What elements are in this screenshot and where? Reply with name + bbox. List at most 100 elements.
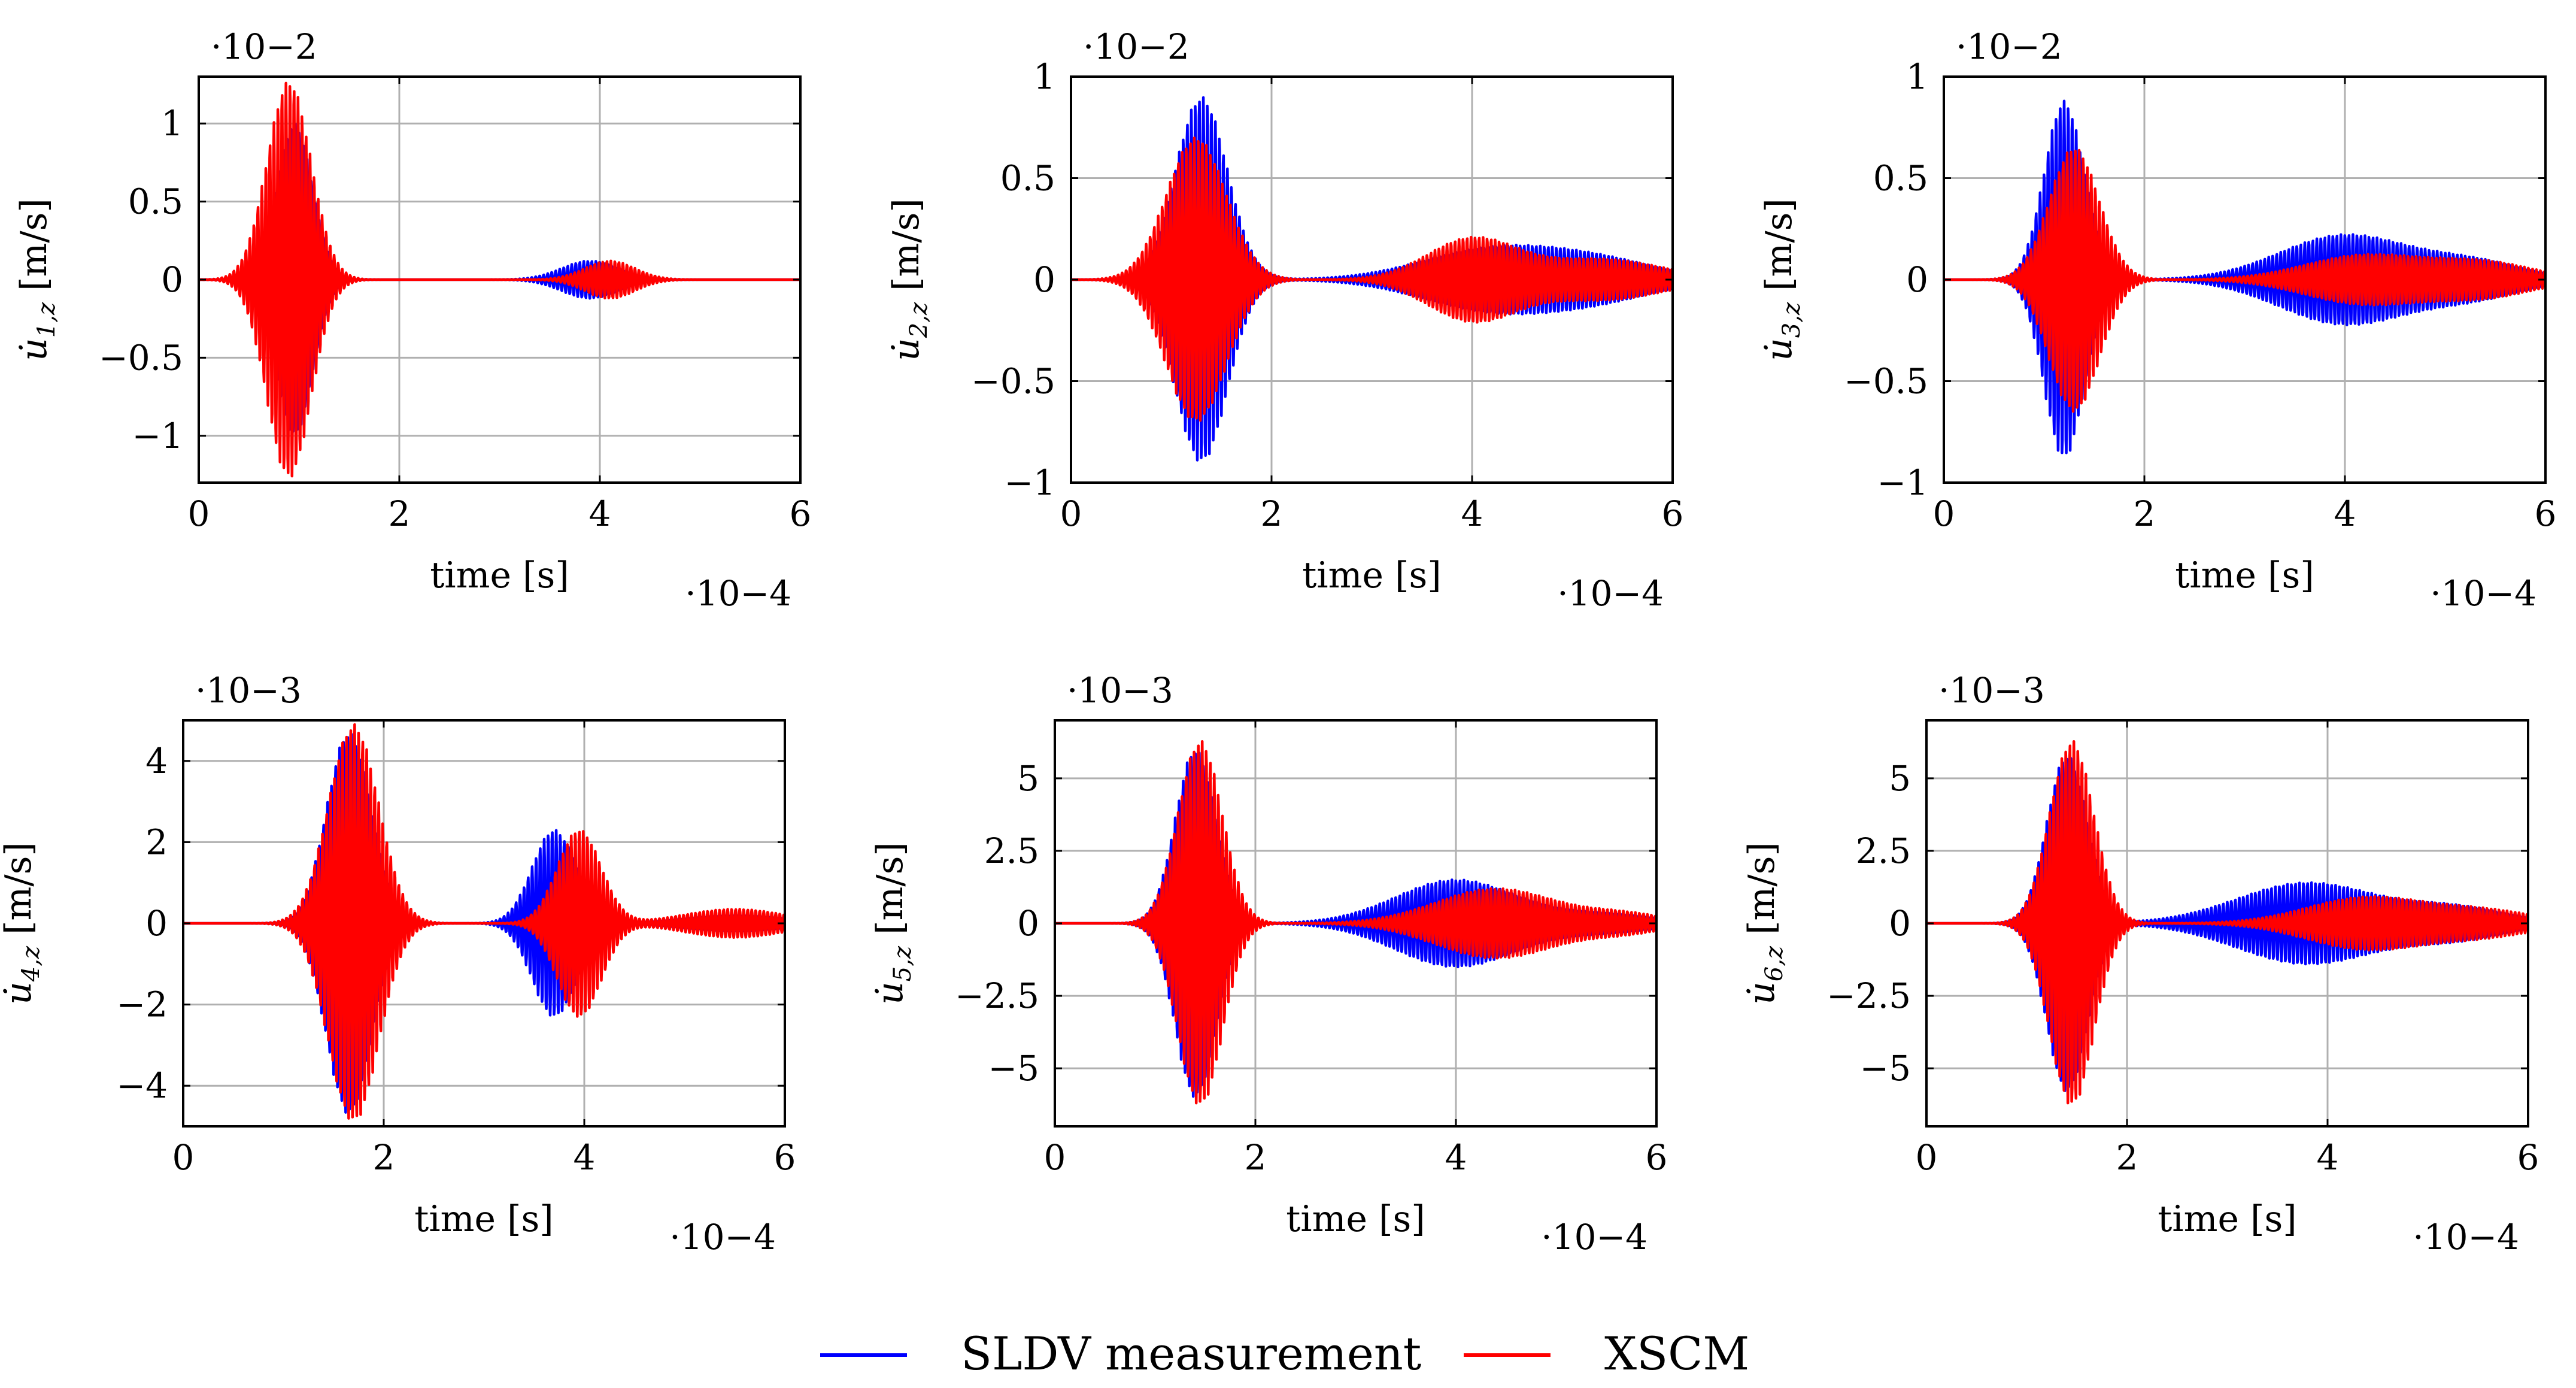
x-tick-label: 6	[1646, 1137, 1668, 1178]
x-tick-label: 0	[172, 1137, 195, 1178]
x-axis-label: time [s]	[414, 1198, 553, 1240]
y-tick-label: 4	[145, 741, 168, 781]
y-scale-factor: ·10−2	[1956, 26, 2062, 67]
y-axis-label: u̇6,z [m/s]	[1741, 842, 1788, 1005]
x-axis-label: time [s]	[2175, 554, 2314, 596]
y-axis-variable: u̇	[869, 981, 911, 1005]
y-axis-unit: [m/s]	[885, 198, 927, 302]
y-tick-label: −0.5	[99, 337, 183, 378]
y-tick-label: −0.5	[1844, 361, 1928, 402]
y-axis-unit: [m/s]	[0, 842, 40, 946]
y-tick-label: 0	[1889, 903, 1911, 944]
y-scale-factor: ·10−2	[211, 26, 317, 67]
x-tick-label: 6	[1662, 493, 1684, 534]
x-tick-label: 6	[2535, 493, 2557, 534]
y-tick-label: 0.5	[1873, 158, 1928, 199]
x-tick-label: 4	[574, 1137, 596, 1178]
x-tick-label: 6	[790, 493, 812, 534]
y-tick-label: −2.5	[955, 975, 1039, 1016]
y-scale-factor: ·10−3	[1938, 670, 2045, 711]
y-tick-label: −5	[1860, 1048, 1911, 1089]
x-tick-label: 6	[2517, 1137, 2539, 1178]
y-tick-label: 5	[1889, 758, 1911, 799]
y-axis-label: u̇4,z [m/s]	[0, 842, 45, 1005]
x-tick-label: 0	[188, 493, 210, 534]
y-axis-subscript: 6,z	[1761, 945, 1788, 981]
legend: SLDV measurement XSCM	[820, 1327, 1749, 1380]
y-tick-label: 0	[1033, 259, 1055, 300]
y-tick-label: 0	[145, 903, 168, 944]
x-tick-label: 0	[1044, 1137, 1066, 1178]
x-tick-label: 0	[1060, 493, 1082, 534]
y-axis-unit: [m/s]	[1758, 198, 1800, 302]
chart-panel-5: 0 2 4 6 −5 −2.5 0 2.5 5 ·10−3 ·10−4 time [s] u̇5,z […	[869, 670, 1667, 1257]
x-scale-factor: ·10−4	[669, 1217, 776, 1257]
x-scale-factor: ·10−4	[685, 573, 791, 614]
chart-panel-4: 0 2 4 6 −4 −2 0 2 4 ·10−3 ·10−4 time [s] u̇4,z [m/s]	[0, 670, 796, 1257]
y-tick-label: 2.5	[1856, 831, 1911, 871]
y-axis-label: u̇2,z [m/s]	[885, 198, 933, 361]
y-axis-variable: u̇	[1758, 338, 1800, 361]
y-tick-label: −5	[988, 1048, 1040, 1089]
y-tick-label: 0	[161, 259, 183, 300]
y-scale-factor: ·10−3	[195, 670, 302, 711]
series-line-xscm	[183, 723, 785, 1120]
y-axis-subscript: 4,z	[17, 945, 45, 982]
x-scale-factor: ·10−4	[2413, 1217, 2519, 1257]
y-axis-subscript: 3,z	[1778, 302, 1806, 338]
y-tick-label: 1	[1033, 56, 1055, 97]
y-tick-label: 1	[161, 103, 183, 144]
y-tick-label: −2	[117, 984, 168, 1025]
y-axis-subscript: 2,z	[905, 302, 933, 338]
chart-panel-2: 0 2 4 6 −1 −0.5 0 0.5 1 ·10−2 ·10−4 time [s] u̇2,z […	[885, 26, 1683, 614]
y-tick-label: 1	[1906, 56, 1928, 97]
legend-label-sldv: SLDV measurement	[961, 1327, 1421, 1380]
x-tick-label: 2	[1261, 493, 1283, 534]
y-tick-label: 0	[1017, 903, 1039, 944]
y-tick-label: 2.5	[984, 831, 1039, 871]
y-scale-factor: ·10−3	[1067, 670, 1173, 711]
y-tick-label: 2	[145, 822, 168, 862]
x-axis-label: time [s]	[1286, 1198, 1425, 1240]
y-axis-subscript: 5,z	[889, 945, 917, 981]
y-tick-label: 0	[1906, 259, 1928, 300]
y-axis-label: u̇3,z [m/s]	[1758, 198, 1806, 361]
y-axis-unit: [m/s]	[869, 842, 911, 946]
y-axis-unit: [m/s]	[13, 198, 55, 302]
y-tick-label: −1	[1877, 462, 1929, 503]
x-scale-factor: ·10−4	[1557, 573, 1664, 614]
y-tick-label: −0.5	[971, 361, 1055, 402]
y-tick-label: −1	[1005, 462, 1056, 503]
x-axis-label: time [s]	[430, 554, 569, 596]
series-line-sldv	[1944, 99, 2545, 454]
y-axis-label: u̇1,z [m/s]	[13, 198, 60, 361]
x-tick-label: 2	[2134, 493, 2156, 534]
x-tick-label: 6	[774, 1137, 796, 1178]
y-tick-label: −1	[132, 416, 184, 456]
series-line-xscm	[199, 81, 800, 478]
series-line-xscm	[1926, 740, 2528, 1105]
x-tick-label: 4	[2317, 1137, 2339, 1178]
x-tick-label: 2	[1245, 1137, 1267, 1178]
y-axis-subscript: 1,z	[33, 302, 60, 338]
y-tick-label: 0.5	[128, 181, 183, 222]
y-axis-variable: u̇	[885, 338, 927, 361]
x-tick-label: 4	[1445, 1137, 1467, 1178]
y-axis-variable: u̇	[0, 981, 40, 1005]
y-tick-label: −2.5	[1826, 975, 1911, 1016]
x-axis-label: time [s]	[2158, 1198, 2296, 1240]
x-tick-label: 2	[389, 493, 411, 534]
chart-panel-1: 0 2 4 6 −1 −0.5 0 0.5 1 ·10−2 ·10−4 time [s] u̇1,z […	[13, 26, 811, 614]
x-tick-label: 4	[2334, 493, 2356, 534]
x-scale-factor: ·10−4	[1541, 1217, 1647, 1257]
series-line-xscm	[1944, 149, 2545, 413]
y-axis-variable: u̇	[1741, 981, 1783, 1005]
y-axis-variable: u̇	[13, 338, 55, 361]
x-tick-label: 4	[589, 493, 611, 534]
x-tick-label: 2	[2116, 1137, 2138, 1178]
chart-panel-6: 0 2 4 6 −5 −2.5 0 2.5 5 ·10−3 ·10−4 time [s] u̇6,z […	[1741, 670, 2539, 1257]
legend-label-xscm: XSCM	[1604, 1327, 1749, 1380]
x-scale-factor: ·10−4	[2430, 573, 2536, 614]
x-tick-label: 4	[1461, 493, 1483, 534]
